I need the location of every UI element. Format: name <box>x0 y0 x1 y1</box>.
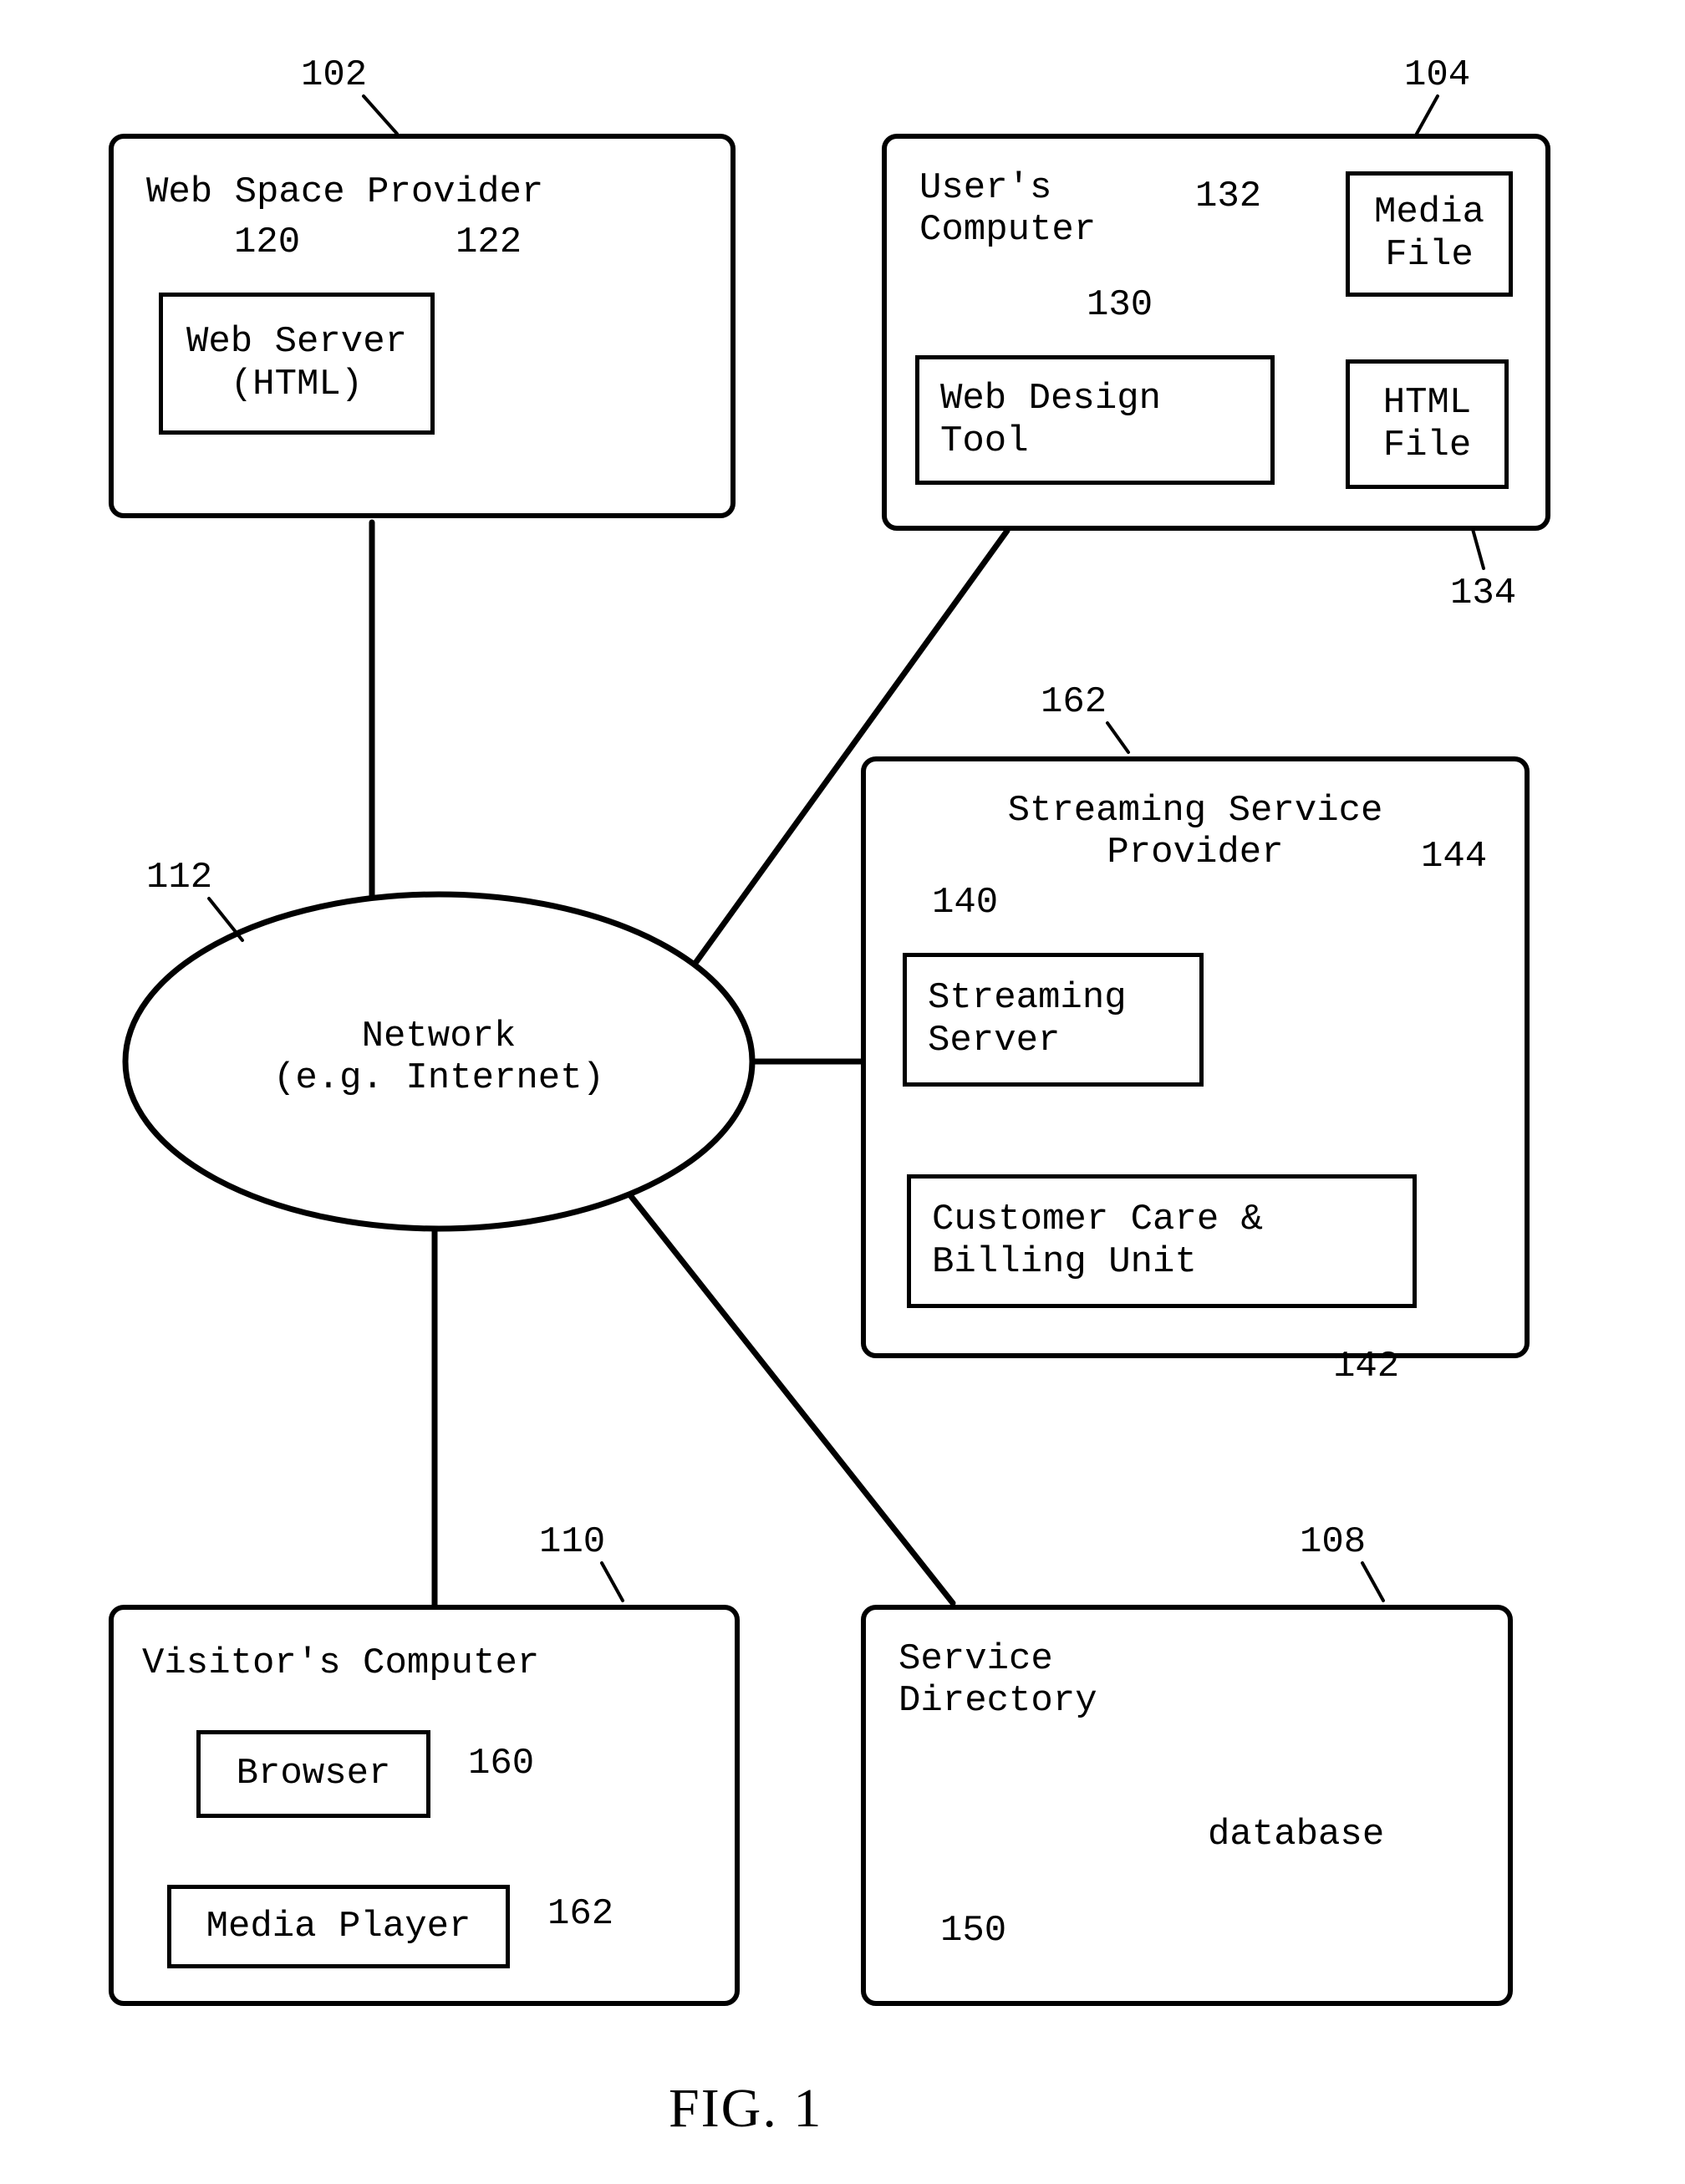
web_server-box: Web Server (HTML) <box>159 293 435 435</box>
ref-number: 102 <box>301 54 367 96</box>
ref-number: 162 <box>1041 681 1107 723</box>
streaming_provider-title: Streaming Service Provider <box>961 790 1429 873</box>
ref-number: 142 <box>1333 1346 1399 1387</box>
ref-number: 132 <box>1195 176 1261 217</box>
diagram-canvas: Network (e.g. Internet) 112 Web Space Prov… <box>0 0 1685 2184</box>
ref-number: 140 <box>932 882 998 924</box>
cylinder_150-cyl-label: database <box>1208 1814 1384 1856</box>
service_directory-title: Service Directory <box>898 1638 1097 1722</box>
ref-number: 144 <box>1421 836 1487 878</box>
ref-number: 108 <box>1300 1521 1366 1563</box>
web_space_provider-title: Web Space Provider <box>146 171 543 213</box>
ref-number: 134 <box>1450 573 1516 614</box>
network-label: Network (e.g. Internet) <box>255 1016 623 1099</box>
ref-number: 160 <box>468 1743 534 1784</box>
ref-number: 120 <box>234 221 300 263</box>
customer_care-box: Customer Care & Billing Unit <box>907 1174 1417 1308</box>
streaming_server-box: Streaming Server <box>903 953 1204 1087</box>
figure-caption: FIG. 1 <box>669 2077 822 2141</box>
users_computer-title: User's Computer <box>919 167 1096 251</box>
ref-number: 162 <box>547 1893 613 1935</box>
ref-number: 110 <box>539 1521 605 1563</box>
ref-number: 130 <box>1087 284 1153 326</box>
ref-number: 112 <box>146 857 212 899</box>
browser-box: Browser <box>196 1730 430 1818</box>
web_design_tool-box: Web Design Tool <box>915 355 1275 485</box>
media_file-box: Media File <box>1346 171 1513 297</box>
ref-number: 122 <box>456 221 522 263</box>
media_player-box: Media Player <box>167 1885 510 1968</box>
visitors_computer-title: Visitor's Computer <box>142 1642 539 1684</box>
html_file-box: HTML File <box>1346 359 1509 489</box>
ref-number: 104 <box>1404 54 1470 96</box>
ref-number: 150 <box>940 1910 1006 1952</box>
